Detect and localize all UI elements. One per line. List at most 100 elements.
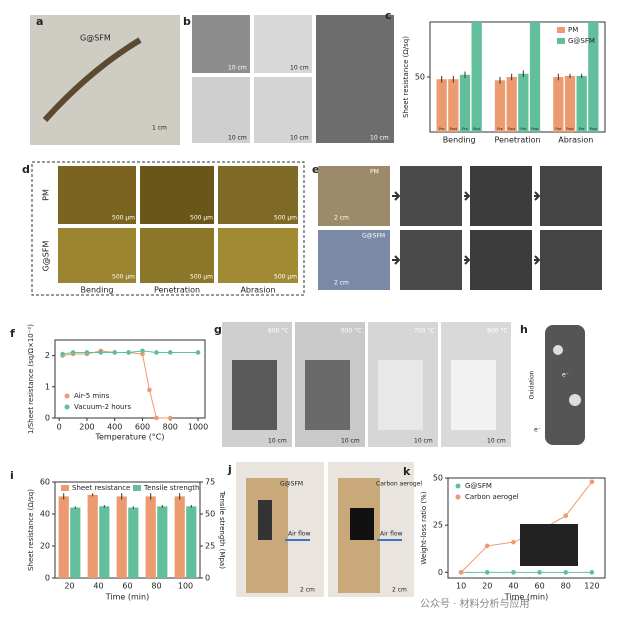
scale-text: 10 cm (341, 438, 360, 445)
photo (254, 77, 312, 143)
bar (116, 496, 127, 578)
scale-text: 500 μm (190, 215, 213, 222)
y-tick-label: 0 (438, 568, 443, 577)
x-tick-label: 20 (64, 582, 74, 591)
bar (518, 73, 529, 132)
dashed-frame (31, 161, 305, 296)
sub-label: Post (531, 127, 539, 131)
photo (218, 166, 298, 224)
point (167, 350, 173, 355)
point (563, 570, 569, 575)
photo-text: G@SFM (80, 34, 111, 43)
photo (254, 15, 312, 73)
x-tick-label: 40 (93, 582, 103, 591)
plot-frame (447, 477, 606, 579)
flow-label: Air flow (380, 531, 403, 538)
point (60, 351, 65, 357)
bar (529, 22, 541, 132)
bar (145, 496, 156, 578)
fabric (305, 360, 350, 430)
point (537, 570, 542, 575)
bar (70, 507, 81, 578)
bar (448, 79, 459, 132)
row-label: PM (370, 169, 379, 176)
point (589, 479, 595, 485)
temperature: 700 °C (414, 328, 435, 335)
y-tick-label: 25 (433, 521, 443, 530)
photo (58, 166, 136, 224)
e-photos (318, 166, 602, 290)
photo (540, 166, 602, 226)
point (484, 570, 490, 575)
sub-label: Pre (556, 127, 562, 131)
y2-tick-label: 50 (205, 510, 215, 519)
d-photos (58, 166, 298, 283)
y2-tick-label: 25 (205, 542, 215, 551)
legend-label: PM (568, 26, 578, 34)
bar (576, 75, 587, 132)
cylinder (545, 325, 585, 445)
scale-text: 500 μm (112, 274, 135, 281)
x-axis-label: Temperature (°C) (94, 433, 164, 442)
scale-text: 10 cm (228, 135, 247, 142)
photo (318, 230, 390, 290)
fabric (378, 360, 423, 430)
x-tick-label: 60 (534, 582, 544, 591)
sub-label: Post (450, 127, 458, 131)
photo (400, 230, 462, 290)
scale-text: 500 μm (190, 274, 213, 281)
legend-swatch (133, 485, 141, 491)
sub-label: Pre (579, 127, 585, 131)
y2-tick-label: 75 (205, 478, 215, 487)
scale-text: 1 cm (152, 125, 167, 132)
inset-photo (520, 524, 578, 566)
column-label: Bending (81, 286, 114, 295)
sample (258, 500, 272, 540)
fabric (451, 360, 496, 430)
bar (87, 494, 98, 578)
photo (316, 15, 394, 143)
point (98, 350, 104, 355)
panel-label: b (183, 15, 191, 28)
scale-text: 10 cm (487, 438, 506, 445)
temperature: 600 °C (268, 328, 289, 335)
x-tick-label: 20 (482, 582, 492, 591)
point (112, 350, 118, 355)
point (484, 543, 490, 549)
x-tick-label: 60 (122, 582, 132, 591)
y-tick-label: 2 (45, 351, 50, 360)
point (147, 387, 152, 393)
g-photos (222, 322, 511, 447)
temperature: 650 °C (341, 328, 362, 335)
scale-text: 10 cm (268, 438, 287, 445)
feather (42, 37, 142, 123)
bar (157, 506, 168, 578)
legend-label: Vacuum-2 hours (74, 403, 131, 411)
legend-marker (455, 483, 461, 489)
x-tick-label: 40 (508, 582, 518, 591)
panel-label: c (385, 9, 392, 22)
x-tick-label: Penetration (494, 136, 540, 145)
x-tick-label: 1000 (188, 423, 208, 432)
particle (553, 345, 563, 355)
photo (218, 228, 298, 283)
x-tick-label: 600 (135, 423, 150, 432)
photo (318, 166, 390, 226)
photo (140, 228, 214, 283)
sub-label: Pre (521, 127, 527, 131)
y-tick-label: 20 (40, 542, 50, 551)
legend-marker (64, 393, 70, 399)
y-axis-label: Weight-loss ratio (%) (420, 491, 428, 564)
legend-label: G@SFM (568, 37, 595, 45)
scale-text: 500 μm (274, 215, 297, 222)
scale-text: 2 cm (392, 587, 407, 594)
plot-frame (54, 339, 206, 419)
point (195, 350, 201, 355)
photo (140, 166, 214, 224)
panel-label: e (312, 163, 319, 176)
y-tick-label: 50 (433, 474, 443, 483)
photo (470, 166, 532, 226)
sub-label: Post (473, 127, 481, 131)
point (140, 348, 145, 354)
point (70, 350, 76, 355)
